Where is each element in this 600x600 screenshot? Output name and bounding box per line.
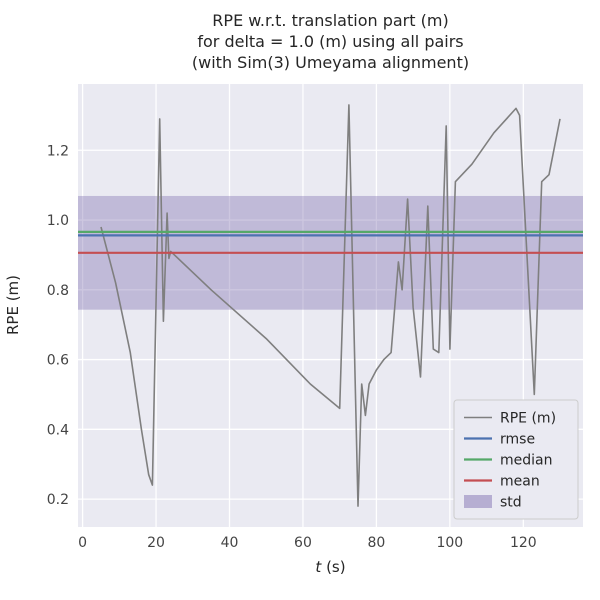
x-tick-labels: 0 20 40 60 80 100 120 bbox=[78, 535, 537, 551]
legend-label: mean bbox=[500, 474, 540, 490]
chart-title-line-3: (with Sim(3) Umeyama alignment) bbox=[191, 53, 470, 72]
x-tick-label: 100 bbox=[436, 535, 463, 551]
y-tick-label: 0.8 bbox=[47, 283, 69, 299]
x-tick-label: 60 bbox=[294, 535, 312, 551]
y-tick-labels: 0.2 0.4 0.6 0.8 1.0 1.2 bbox=[47, 143, 69, 508]
rpe-line bbox=[100, 104, 561, 507]
x-axis-label-unit: (s) bbox=[321, 558, 346, 576]
legend-label: rmse bbox=[500, 432, 535, 448]
x-tick-label: 40 bbox=[221, 535, 239, 551]
legend-label: median bbox=[500, 453, 552, 469]
legend-label: std bbox=[500, 495, 522, 511]
chart-title: RPE w.r.t. translation part (m) for delt… bbox=[78, 10, 583, 73]
y-tick-label: 1.0 bbox=[47, 213, 69, 229]
y-tick-label: 0.6 bbox=[47, 353, 69, 369]
x-tick-label: 80 bbox=[367, 535, 385, 551]
legend-box bbox=[453, 399, 579, 520]
chart-title-line-2: for delta = 1.0 (m) using all pairs bbox=[197, 32, 464, 51]
y-tick-label: 0.4 bbox=[47, 422, 69, 438]
legend-label: RPE (m) bbox=[500, 411, 556, 427]
x-tick-label: 0 bbox=[78, 535, 87, 551]
legend-swatch-std bbox=[464, 495, 492, 508]
x-axis-label: t (s) bbox=[78, 558, 583, 576]
chart-title-line-1: RPE w.r.t. translation part (m) bbox=[212, 11, 449, 30]
x-tick-label: 120 bbox=[510, 535, 537, 551]
y-tick-label: 1.2 bbox=[47, 143, 69, 159]
x-axis-label-symbol: t bbox=[315, 558, 322, 576]
y-axis-label: RPE (m) bbox=[4, 274, 22, 336]
y-tick-label: 0.2 bbox=[47, 492, 69, 508]
x-tick-label: 20 bbox=[147, 535, 165, 551]
legend: RPE (m) rmse median mean std bbox=[453, 399, 579, 520]
